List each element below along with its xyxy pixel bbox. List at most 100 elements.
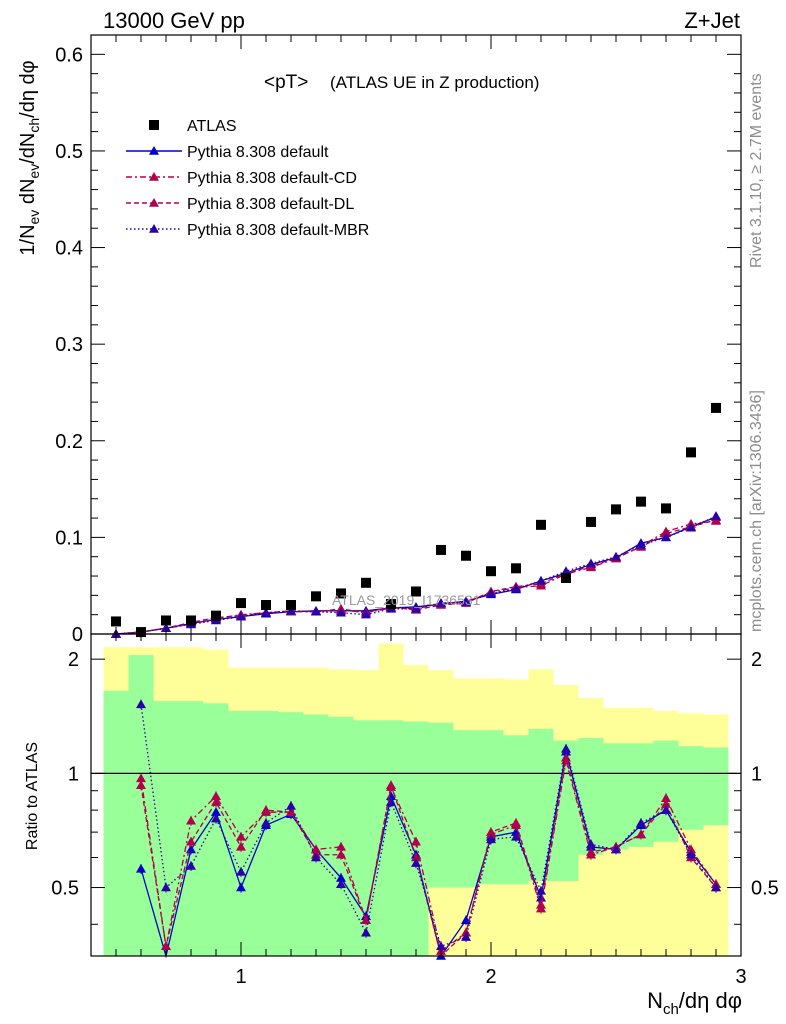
main-series-line bbox=[115, 516, 717, 635]
ratio-model-point bbox=[236, 841, 246, 851]
x-tick-label: 2 bbox=[485, 966, 496, 988]
ratio-model-point bbox=[536, 899, 546, 909]
ratio-y-tick-label-right: 2 bbox=[751, 649, 762, 671]
ratio-inner-band-bin bbox=[453, 730, 479, 888]
ratio-model-point bbox=[136, 863, 146, 873]
ratio-model-point bbox=[186, 815, 196, 825]
ratio-model-point bbox=[386, 797, 396, 806]
atlas-data-point bbox=[586, 516, 596, 527]
ratio-model-point bbox=[211, 807, 221, 816]
plot-title: <pT> (ATLAS UE in Z production) bbox=[264, 72, 539, 93]
ratio-inner-band-bin bbox=[178, 701, 204, 956]
main-model-point bbox=[561, 566, 571, 575]
ratio-uncertainty-bands bbox=[91, 643, 741, 956]
main-model-point bbox=[261, 607, 271, 617]
ratio-model-point bbox=[661, 805, 671, 814]
ratio-model-point bbox=[236, 831, 246, 841]
ratio-model-point bbox=[286, 807, 296, 816]
ratio-y-tick-label: 0.5 bbox=[51, 878, 79, 900]
main-y-axis-label: 1/Nev dNev/dNch/dη dφ bbox=[17, 60, 42, 255]
atlas-data-point bbox=[261, 600, 271, 611]
legend-entry-label: Pythia 8.308 default bbox=[187, 144, 329, 161]
main-data-marks bbox=[111, 402, 721, 638]
ratio-inner-band-bin bbox=[103, 690, 129, 956]
ratio-inner-band-bin bbox=[253, 711, 279, 956]
legend-marker bbox=[149, 198, 159, 207]
ratio-model-point bbox=[311, 852, 321, 862]
ratio-series-line bbox=[140, 704, 717, 948]
mcplots-reference-label: mcplots.cern.ch [arXiv:1306.3436] bbox=[748, 390, 765, 632]
ratio-model-point bbox=[136, 780, 146, 790]
ratio-model-point bbox=[336, 841, 346, 851]
main-y-tick-label: 0 bbox=[72, 624, 83, 646]
ratio-model-point bbox=[361, 927, 371, 937]
atlas-data-point bbox=[636, 496, 646, 507]
ratio-model-point bbox=[336, 849, 346, 859]
main-model-point bbox=[411, 603, 421, 613]
plot-title-detail: (ATLAS UE in Z production) bbox=[330, 73, 539, 92]
ratio-model-point bbox=[386, 780, 396, 790]
atlas-data-point bbox=[711, 402, 721, 413]
ratio-model-point bbox=[686, 849, 696, 859]
ratio-model-point bbox=[186, 836, 196, 846]
ratio-y-tick-label-right: 1 bbox=[751, 763, 762, 785]
ratio-model-point bbox=[211, 797, 221, 806]
atlas-data-point bbox=[186, 615, 196, 626]
atlas-data-point bbox=[411, 586, 421, 597]
main-panel: ATLAS_2019_I1736531 <pT> (ATLAS UE in Z … bbox=[17, 34, 742, 646]
atlas-data-point bbox=[561, 572, 571, 583]
atlas-data-point bbox=[436, 544, 446, 555]
ratio-model-point bbox=[536, 885, 546, 895]
ratio-model-point bbox=[661, 799, 671, 808]
atlas-data-point bbox=[311, 591, 321, 602]
ratio-model-point bbox=[361, 915, 371, 924]
ratio-model-point bbox=[161, 941, 171, 951]
ratio-model-point bbox=[711, 882, 721, 892]
ratio-model-point bbox=[211, 813, 221, 823]
ratio-model-point bbox=[511, 831, 521, 841]
atlas-data-point bbox=[611, 504, 621, 515]
ratio-inner-band-bin bbox=[328, 716, 354, 956]
ratio-model-point bbox=[136, 773, 146, 783]
header-collision-label: 13000 GeV pp bbox=[103, 8, 245, 33]
ratio-panel: 0.5 0.5 1 1 2 2 1 2 3 Ratio to ATLAS Nch/dη dφ bbox=[24, 633, 779, 1018]
main-series-line bbox=[115, 515, 717, 635]
ratio-inner-band-bin bbox=[603, 743, 629, 850]
atlas-data-point bbox=[361, 577, 371, 588]
legend-marker bbox=[149, 224, 159, 233]
ratio-model-point bbox=[611, 844, 621, 854]
ratio-model-point bbox=[336, 872, 346, 882]
ratio-model-point bbox=[236, 866, 246, 876]
atlas-data-point bbox=[486, 566, 496, 577]
ratio-model-point bbox=[211, 791, 221, 801]
main-model-point bbox=[311, 606, 321, 616]
ratio-model-point bbox=[636, 829, 646, 839]
ratio-inner-band-bin bbox=[478, 730, 504, 885]
legend-entry-label: Pythia 8.308 default-DL bbox=[187, 196, 354, 213]
ratio-y-tick-label-right: 0.5 bbox=[751, 878, 779, 900]
ratio-model-point bbox=[486, 834, 496, 844]
atlas-data-point bbox=[661, 503, 671, 514]
main-model-point bbox=[536, 575, 546, 585]
ratio-model-point bbox=[586, 847, 596, 856]
ratio-model-point bbox=[586, 839, 596, 849]
ratio-inner-band-bin bbox=[428, 722, 454, 888]
ratio-model-point bbox=[261, 817, 271, 827]
ratio-model-point bbox=[161, 882, 171, 892]
ratio-model-point bbox=[536, 892, 546, 902]
ratio-model-point bbox=[561, 743, 571, 753]
ratio-model-point bbox=[186, 860, 196, 870]
atlas-data-point bbox=[111, 616, 121, 627]
main-model-point bbox=[511, 583, 521, 593]
main-y-tick-label: 0.6 bbox=[55, 44, 83, 66]
rivet-version-label: Rivet 3.1.10, ≥ 2.7M events bbox=[748, 73, 765, 268]
legend-marker bbox=[149, 172, 159, 181]
plot-title-main: <pT> bbox=[264, 72, 308, 93]
ratio-inner-band-bin bbox=[503, 735, 529, 885]
ratio-model-point bbox=[261, 805, 271, 814]
legend-entry-label: Pythia 8.308 default-CD bbox=[187, 170, 357, 187]
main-model-point bbox=[636, 540, 646, 549]
ratio-data-marks bbox=[136, 699, 721, 960]
legend-marker bbox=[149, 146, 159, 155]
